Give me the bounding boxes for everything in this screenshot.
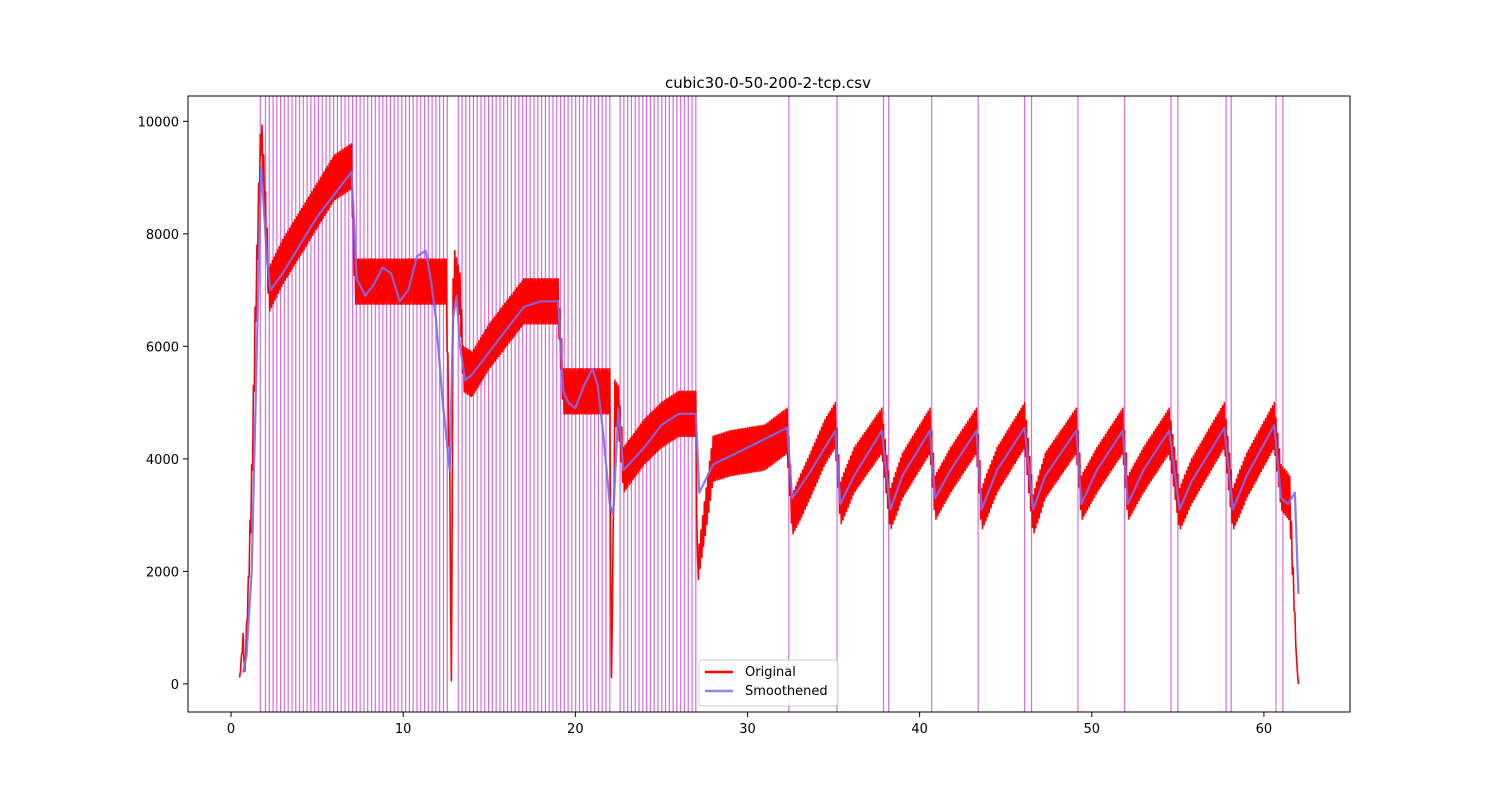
legend-box: [698, 659, 839, 707]
x-tick-label: 60: [1256, 722, 1273, 737]
legend: Original Smoothened: [698, 659, 839, 707]
series-smoothened-line: [242, 165, 1300, 673]
x-tick-label: 20: [567, 722, 584, 737]
y-tick-label: 6000: [146, 340, 179, 355]
y-tick-label: 2000: [146, 565, 179, 580]
x-tick-label: 0: [227, 722, 235, 737]
plot-frame: [187, 95, 1351, 713]
y-axis: 0 2000 4000 6000 8000 10000: [138, 115, 188, 693]
chart-title: cubic30-0-50-200-2-tcp.csv: [665, 74, 871, 92]
legend-label-original: Original: [745, 665, 796, 680]
event-markers: [259, 96, 1284, 712]
x-tick-label: 10: [395, 722, 412, 737]
x-tick-label: 40: [911, 722, 928, 737]
series-original-line: [238, 124, 1300, 684]
x-tick-label: 50: [1084, 722, 1101, 737]
y-tick-label: 4000: [146, 453, 179, 468]
x-axis: 0 10 20 30 40 50 60: [227, 712, 1272, 737]
y-tick-label: 0: [171, 678, 179, 693]
legend-label-smoothened: Smoothened: [745, 684, 828, 699]
y-tick-label: 10000: [138, 115, 179, 130]
series-layer: [238, 124, 1300, 684]
y-tick-label: 8000: [146, 228, 179, 243]
x-tick-label: 30: [739, 722, 756, 737]
